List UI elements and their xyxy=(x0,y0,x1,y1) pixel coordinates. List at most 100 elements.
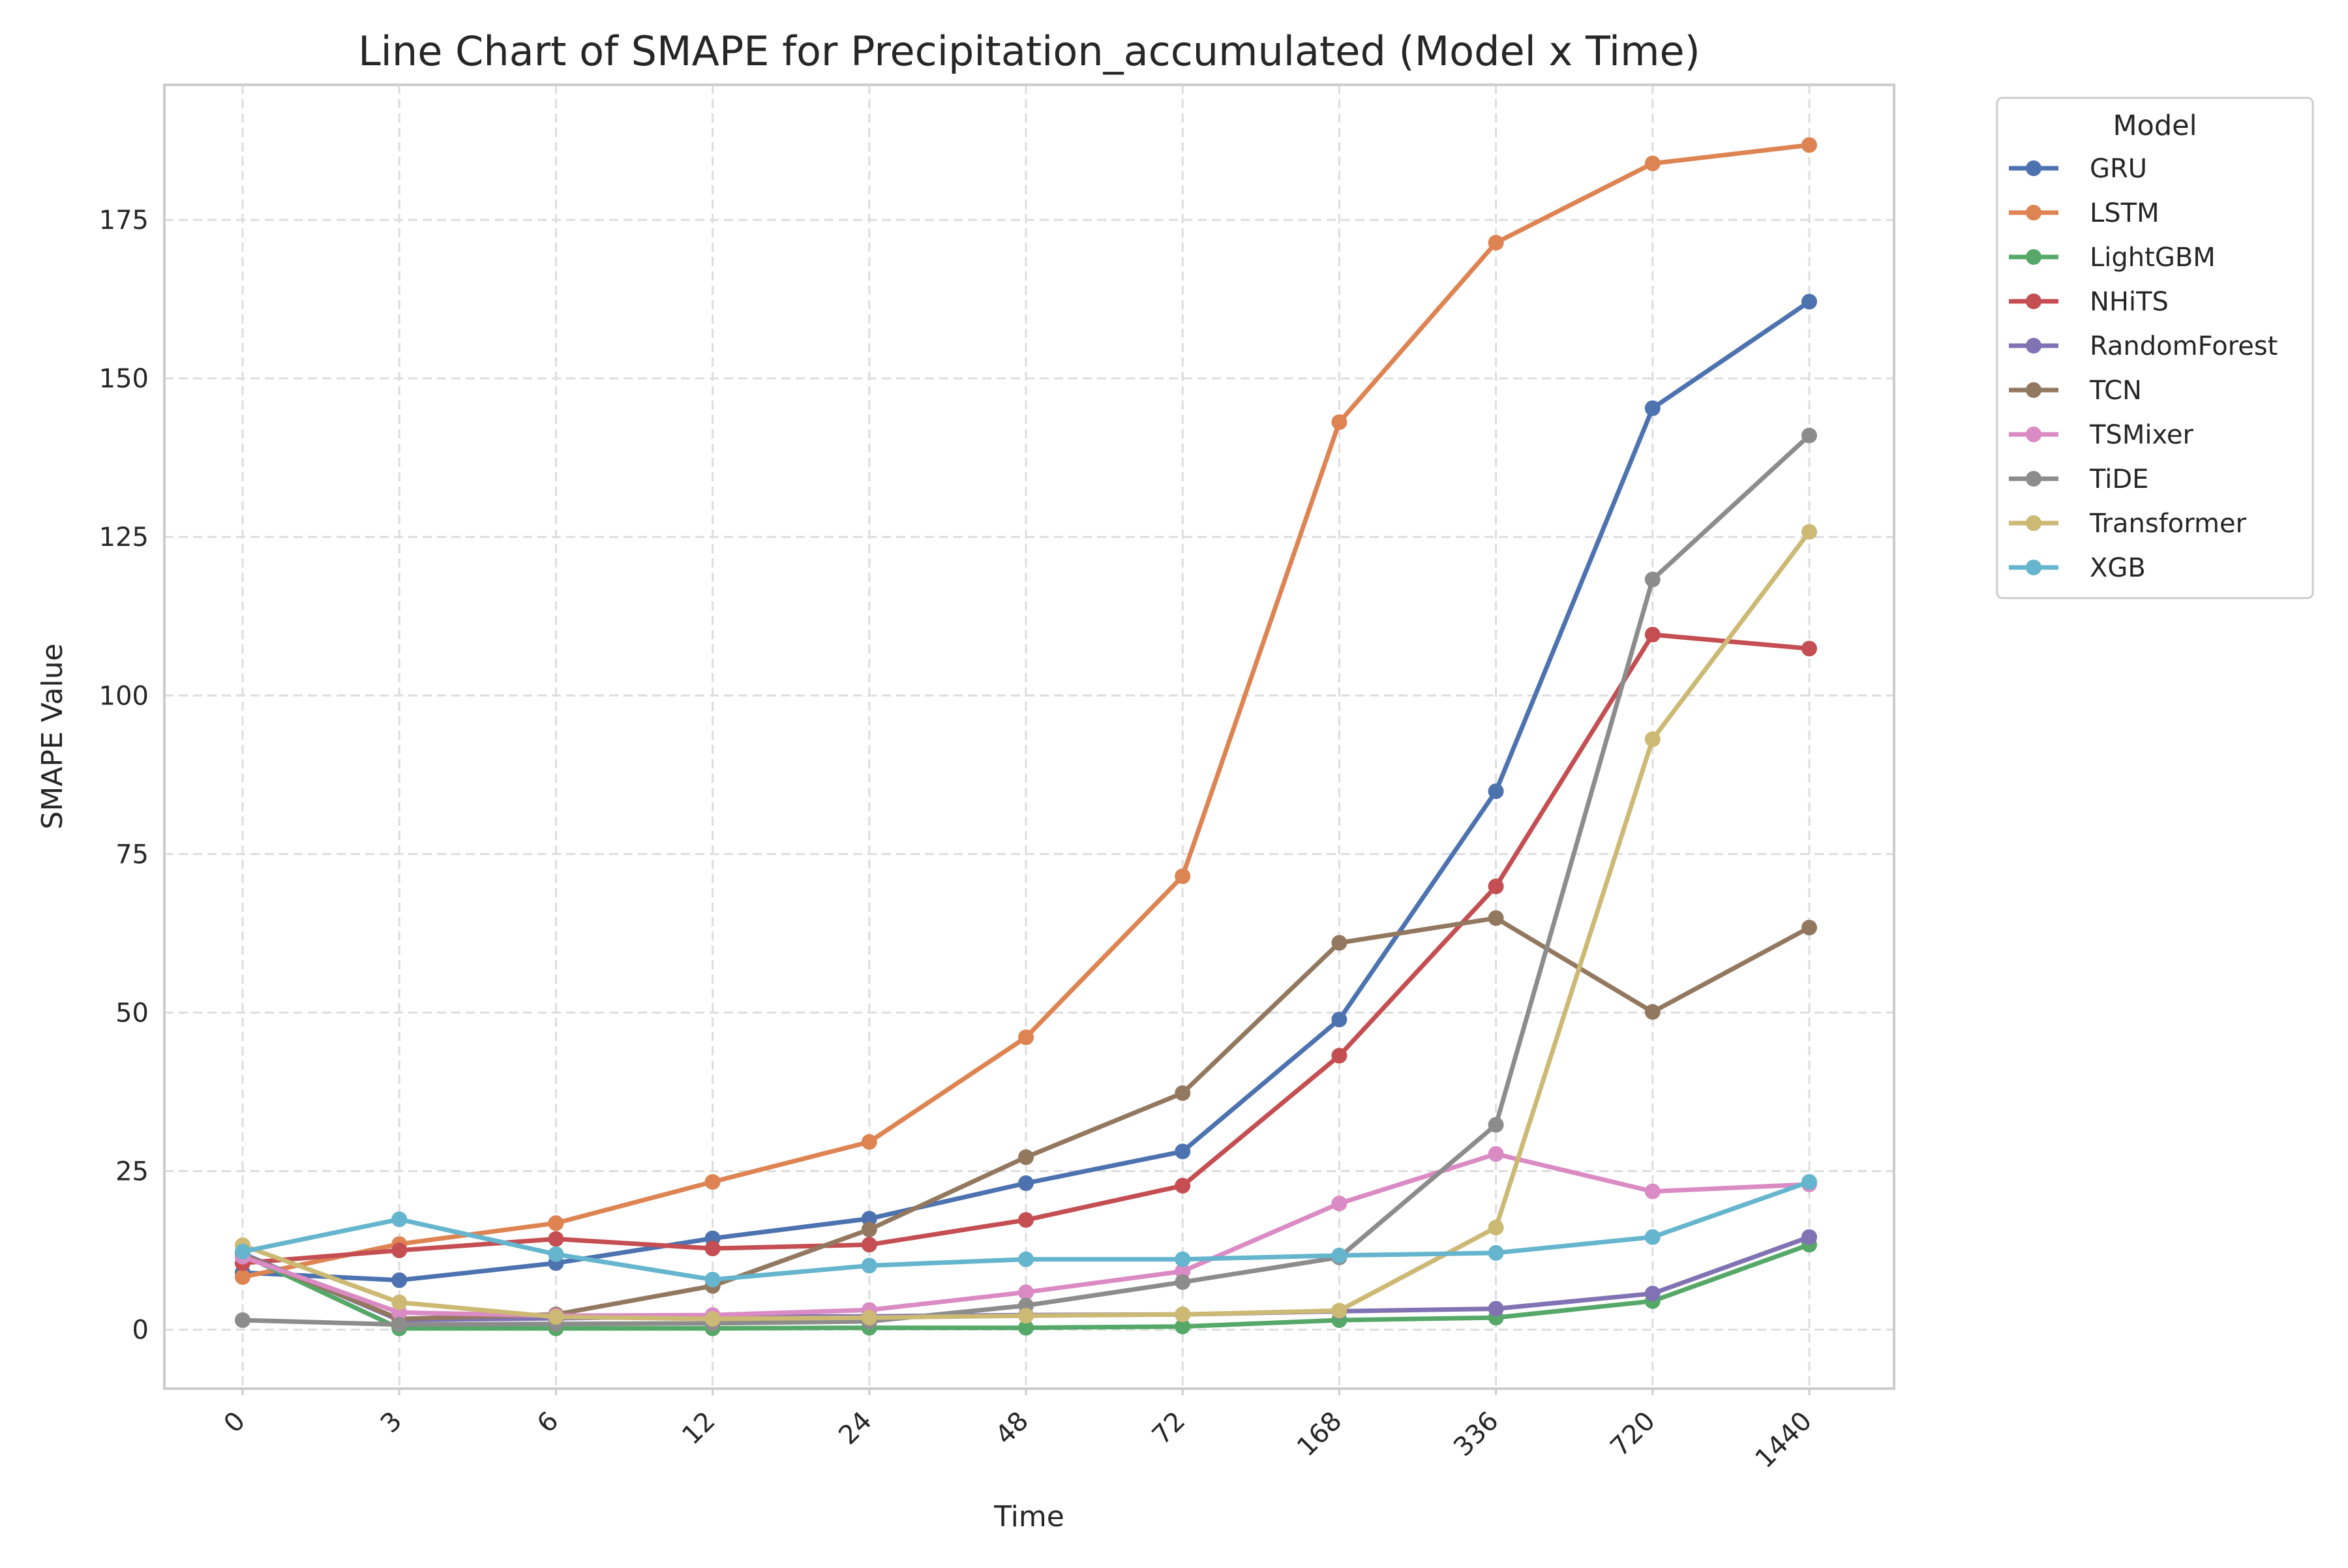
x-axis-label: Time xyxy=(993,1500,1064,1533)
data-point-tsmixer xyxy=(1175,1263,1191,1280)
legend-label: RandomForest xyxy=(2090,331,2278,361)
legend-item-lightgbm: LightGBM xyxy=(2009,243,2216,273)
data-point-lightgbm xyxy=(1018,1319,1034,1336)
plot-frame xyxy=(163,83,1895,1390)
data-point-nhits xyxy=(1801,641,1817,657)
data-point-xgb xyxy=(391,1211,408,1228)
data-point-transformer xyxy=(1331,1303,1347,1319)
y-axis-label: SMAPE Value xyxy=(36,643,69,829)
data-point-xgb xyxy=(704,1271,721,1288)
legend-swatch-marker xyxy=(2026,471,2041,487)
x-tick-label: 3 xyxy=(375,1406,408,1440)
data-point-xgb xyxy=(235,1243,250,1259)
data-point-nhits xyxy=(1018,1212,1034,1228)
data-point-nhits xyxy=(1175,1177,1191,1194)
series-tide xyxy=(235,427,1817,1333)
grid xyxy=(164,85,1894,1389)
x-tick-label: 12 xyxy=(676,1406,721,1451)
y-tick-label: 25 xyxy=(115,1157,149,1187)
data-point-tide xyxy=(1175,1274,1191,1290)
data-point-nhits xyxy=(1331,1048,1347,1064)
data-point-transformer xyxy=(1644,731,1661,747)
data-point-transformer xyxy=(704,1311,721,1327)
data-point-nhits xyxy=(704,1241,721,1257)
data-point-tsmixer xyxy=(1488,1146,1504,1162)
legend-item-transformer: Transformer xyxy=(2009,509,2247,539)
y-tick-label: 50 xyxy=(115,998,149,1028)
legend: Model GRU LSTM LightGBM NHiTS RandomForest TC… xyxy=(1996,97,2314,599)
data-point-lstm xyxy=(1644,155,1661,172)
data-point-nhits xyxy=(1644,626,1661,642)
data-point-xgb xyxy=(1175,1251,1191,1267)
data-point-transformer xyxy=(1018,1308,1034,1324)
data-point-nhits xyxy=(548,1231,564,1247)
legend-label: NHiTS xyxy=(2090,287,2169,317)
y-tick-label: 125 xyxy=(99,522,149,552)
legend-item-gru: GRU xyxy=(2009,154,2147,184)
legend-swatch-marker xyxy=(2026,560,2041,575)
data-point-xgb xyxy=(1801,1174,1817,1190)
x-tick-label: 24 xyxy=(833,1406,878,1451)
data-point-xgb xyxy=(861,1258,877,1274)
legend-item-xgb: XGB xyxy=(2009,553,2146,583)
data-point-tsmixer xyxy=(1018,1284,1034,1301)
data-point-gru xyxy=(391,1272,408,1288)
data-point-tcn xyxy=(1018,1149,1034,1166)
data-point-tide xyxy=(235,1312,250,1328)
x-tick-label: 72 xyxy=(1147,1406,1192,1451)
legend-item-tsmixer: TSMixer xyxy=(2009,420,2194,450)
data-point-lstm xyxy=(1488,235,1504,251)
data-point-tide xyxy=(1801,427,1817,444)
data-point-transformer xyxy=(1801,524,1817,540)
data-point-lstm xyxy=(1018,1029,1034,1046)
data-point-nhits xyxy=(391,1243,408,1259)
data-point-xgb xyxy=(1018,1251,1034,1267)
data-point-gru xyxy=(1488,783,1504,800)
legend-swatch-marker xyxy=(2026,338,2041,354)
legend-item-randomforest: RandomForest xyxy=(2009,331,2278,361)
data-point-lightgbm xyxy=(1175,1318,1191,1334)
legend-label: GRU xyxy=(2090,154,2147,184)
data-point-tcn xyxy=(1644,1004,1661,1020)
y-tick-label: 0 xyxy=(132,1316,149,1346)
data-point-tcn xyxy=(861,1221,877,1237)
x-tick-label: 0 xyxy=(218,1406,252,1440)
legend-items: GRU LSTM LightGBM NHiTS RandomForest TCN TSMix… xyxy=(2009,154,2278,583)
legend-label: XGB xyxy=(2090,553,2146,583)
x-tick-label: 720 xyxy=(1604,1406,1661,1463)
data-point-tsmixer xyxy=(1644,1183,1661,1199)
legend-label: Transformer xyxy=(2089,509,2247,539)
legend-label: TCN xyxy=(2089,376,2142,406)
legend-swatch-marker xyxy=(2026,515,2041,531)
data-point-tide xyxy=(1488,1117,1504,1133)
data-point-gru xyxy=(861,1211,877,1227)
data-point-tide xyxy=(1644,571,1661,588)
data-point-lstm xyxy=(235,1269,250,1285)
data-point-randomforest xyxy=(1488,1301,1504,1317)
data-point-tsmixer xyxy=(1331,1196,1347,1212)
series-xgb xyxy=(235,1174,1817,1288)
data-point-transformer xyxy=(548,1309,564,1325)
data-point-transformer xyxy=(391,1294,408,1310)
data-point-nhits xyxy=(861,1237,877,1253)
data-point-lstm xyxy=(1331,414,1347,430)
y-tick-label: 100 xyxy=(99,681,149,711)
data-point-transformer xyxy=(1488,1220,1504,1236)
data-point-gru xyxy=(1644,400,1661,416)
data-point-xgb xyxy=(1331,1247,1347,1263)
data-point-gru xyxy=(1175,1143,1191,1160)
data-point-lstm xyxy=(861,1134,877,1150)
legend-swatch-marker xyxy=(2026,160,2041,176)
legend-label: LSTM xyxy=(2090,198,2160,228)
legend-item-tide: TiDE xyxy=(2009,464,2148,494)
data-point-lstm xyxy=(704,1174,721,1190)
data-point-gru xyxy=(1801,294,1817,310)
x-tick-label: 1440 xyxy=(1750,1406,1818,1475)
plot-background xyxy=(164,85,1894,1389)
x-tick-label: 6 xyxy=(532,1406,565,1440)
legend-swatch-marker xyxy=(2026,382,2041,398)
legend-item-lstm: LSTM xyxy=(2009,198,2160,228)
data-point-lstm xyxy=(1175,868,1191,884)
data-point-transformer xyxy=(1175,1306,1191,1323)
data-point-xgb xyxy=(1488,1244,1504,1261)
